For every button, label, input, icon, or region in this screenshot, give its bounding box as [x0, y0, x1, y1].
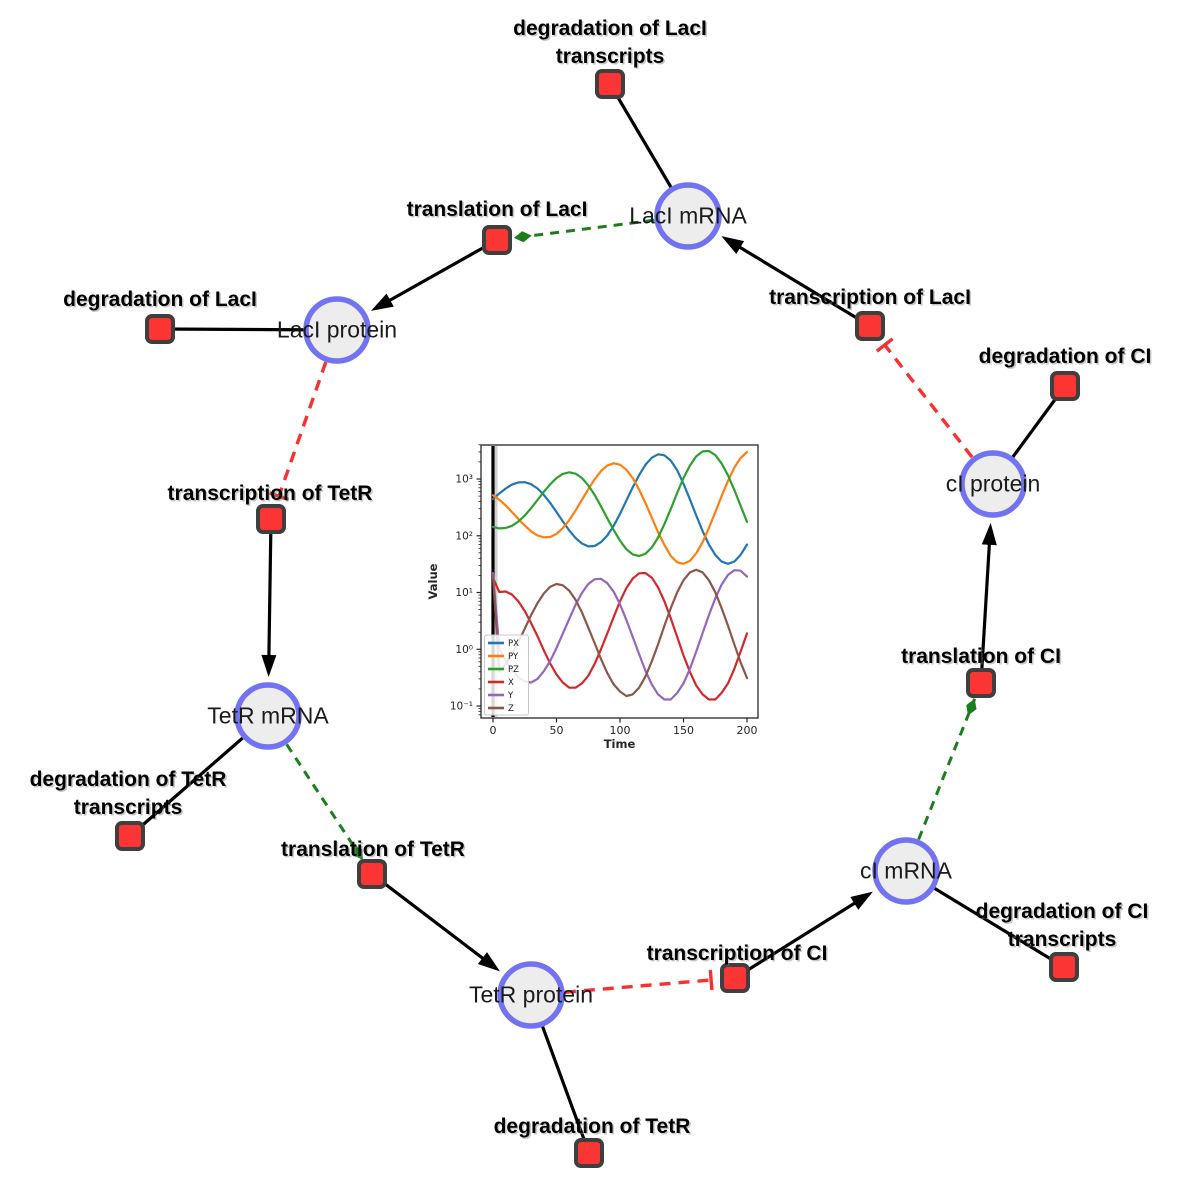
edge-transl_tetr-to-tetr_protein [371, 872, 500, 972]
x-tick-label: 50 [550, 724, 564, 737]
legend-entry-label: PZ [508, 665, 519, 675]
modifier-arrowhead-icon [352, 844, 363, 860]
y-tick-label: 10⁻¹ [450, 701, 473, 713]
axes-frame [480, 444, 759, 719]
edge-ci_protein-to-transcr_laci [875, 337, 974, 459]
species-node-ci_mrna[interactable] [872, 837, 940, 905]
y-tick-label: 10³ [455, 474, 473, 486]
y-tick-label: 10⁰ [455, 644, 473, 656]
series-line-Z [491, 568, 749, 698]
edge-transcr_ci-to-ci_mrna [734, 891, 873, 980]
reaction-node-transl_ci[interactable] [966, 668, 996, 698]
arrowhead-icon [370, 293, 394, 311]
arrowhead-icon [261, 654, 277, 678]
x-tick-label: 200 [737, 724, 758, 737]
reaction-node-transl_tetr[interactable] [357, 859, 387, 889]
edge-transl_ci-to-ci_protein [979, 522, 997, 684]
reaction-node-deg_ci[interactable] [1050, 371, 1080, 401]
legend-entry-label: X [508, 678, 514, 688]
legend-entry-label: Y [507, 691, 514, 701]
series-line-PY [491, 451, 749, 565]
x-tick-label: 0 [490, 724, 497, 737]
series-line-Y [491, 569, 749, 701]
series-line-X [491, 571, 749, 701]
arrowhead-icon [850, 891, 873, 910]
edge-laci_mrna-to-transl_laci [513, 218, 655, 243]
x-axis-label: Time [604, 737, 636, 751]
species-node-tetr_mrna[interactable] [234, 682, 302, 750]
legend-entry-label: Z [508, 704, 514, 714]
inhibition-bar-icon [268, 491, 289, 502]
plot-legend: PX PY PZ XYZ [484, 634, 529, 716]
reaction-node-deg_tetr[interactable] [574, 1138, 604, 1168]
reaction-node-transcr_laci[interactable] [855, 311, 885, 341]
x-tick-label: 150 [673, 724, 694, 737]
legend-entry-label: PX [508, 639, 519, 649]
modifier-arrowhead-icon [966, 698, 977, 716]
x-tick-label: 100 [610, 724, 631, 737]
edge-transcr_tetr-to-tetr_mrna [261, 518, 277, 678]
edge-transl_laci-to-laci_protein [370, 238, 498, 311]
edge-ci_mrna-to-transl_ci [917, 698, 977, 840]
edge-tetr_mrna-to-transl_tetr [285, 743, 364, 861]
reaction-node-deg_laci[interactable] [145, 314, 175, 344]
species-node-ci_protein[interactable] [959, 450, 1027, 518]
species-node-laci_mrna[interactable] [654, 182, 722, 250]
edge-tetr_protein-to-transcr_ci [564, 969, 714, 994]
reaction-node-transl_laci[interactable] [482, 225, 512, 255]
arrowhead-icon [981, 522, 997, 546]
reaction-node-deg_laci_tr[interactable] [595, 69, 625, 99]
reaction-node-deg_ci_tr[interactable] [1049, 952, 1079, 982]
edge-laci_protein-to-transcr_tetr [268, 361, 328, 502]
reaction-node-deg_tetr_tr[interactable] [115, 821, 145, 851]
arrowhead-icon [477, 952, 500, 972]
y-axis-label: Value [426, 563, 440, 599]
y-tick-label: 10² [455, 530, 473, 542]
y-tick-label: 10¹ [455, 587, 473, 599]
series-line-PZ [491, 449, 749, 558]
arrowhead-icon [721, 236, 745, 254]
reaction-node-transcr_tetr[interactable] [256, 504, 286, 534]
legend-entry-label: PY [508, 652, 519, 662]
species-node-tetr_protein[interactable] [497, 961, 565, 1029]
modifier-arrowhead-icon [513, 231, 532, 243]
inhibition-bar-icon [875, 337, 894, 353]
edge-transcr_laci-to-laci_mrna [721, 236, 871, 328]
inhibition-bar-icon [708, 969, 714, 991]
simulation-plot: 10⁻¹ 10⁰ 10¹ 10² 10³ 0 50 100 150 200 PX PY PZ XYZ Tim… [426, 444, 759, 751]
species-node-laci_protein[interactable] [303, 296, 371, 364]
simulation-plot-panel: 10⁻¹ 10⁰ 10¹ 10² 10³ 0 50 100 150 200 PX PY PZ X Y Z Tim… [425, 438, 773, 770]
spike-shadow-band [494, 446, 498, 717]
reaction-node-transcr_ci[interactable] [720, 963, 750, 993]
